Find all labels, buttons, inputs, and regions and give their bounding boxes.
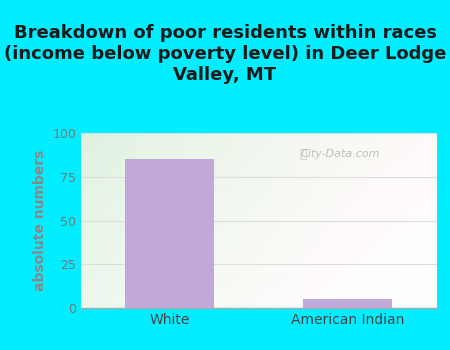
Text: ⓘ: ⓘ (299, 147, 307, 161)
Y-axis label: absolute numbers: absolute numbers (33, 150, 47, 291)
Text: City-Data.com: City-Data.com (301, 149, 380, 159)
Bar (126, 159, 214, 308)
Bar (303, 299, 392, 308)
Text: Breakdown of poor residents within races
(income below poverty level) in Deer Lo: Breakdown of poor residents within races… (4, 25, 446, 84)
